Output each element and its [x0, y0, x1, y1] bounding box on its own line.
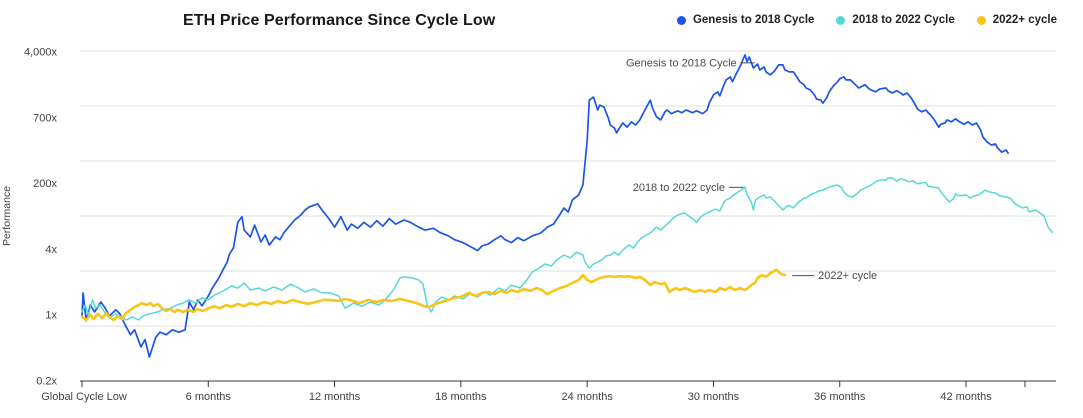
annotation-label: 2018 to 2022 cycle — [633, 182, 725, 194]
series-line-2[interactable] — [80, 268, 787, 322]
gridlines — [80, 50, 1056, 327]
x-tick-label: 12 months — [309, 391, 361, 403]
legend-label: Genesis to 2018 Cycle — [692, 14, 815, 26]
x-axis-labels: Global Cycle Low 6 months 12 months 18 mont… — [41, 391, 992, 403]
legend-label: 2018 to 2022 Cycle — [852, 14, 955, 26]
annotations: Genesis to 2018 Cycle 2018 to 2022 cycle 2… — [626, 57, 877, 282]
series-line-0[interactable] — [81, 54, 1009, 358]
x-tick-label: 18 months — [435, 391, 487, 403]
y-tick-label: 4,000x — [24, 47, 58, 59]
y-axis-labels: 4,000x 700x 200x 4x 1x 0.2x — [24, 47, 58, 388]
annotation-label: Genesis to 2018 Cycle — [626, 57, 737, 69]
x-tick-label: 30 months — [688, 391, 740, 403]
y-tick-label: 1x — [45, 310, 57, 322]
legend-item-2018-2022[interactable]: 2018 to 2022 Cycle — [836, 14, 955, 26]
chart-title: ETH Price Performance Since Cycle Low — [183, 12, 496, 29]
x-tick-label: 6 months — [186, 391, 232, 403]
y-tick-label: 0.2x — [36, 376, 57, 388]
legend-item-genesis-2018[interactable]: Genesis to 2018 Cycle — [676, 14, 815, 26]
y-axis-title: Performance — [1, 186, 13, 246]
legend: Genesis to 2018 Cycle 2018 to 2022 Cycle… — [676, 14, 1057, 26]
annotation-label: 2022+ cycle — [818, 270, 877, 282]
y-tick-label: 700x — [33, 112, 57, 124]
x-tick-label: 42 months — [940, 391, 992, 403]
x-tick-label: 36 months — [814, 391, 866, 403]
x-tick-label: 24 months — [561, 391, 613, 403]
series-line-1[interactable] — [81, 177, 1054, 321]
x-axis — [80, 380, 1056, 387]
y-tick-label: 200x — [33, 178, 57, 190]
legend-item-2022-plus[interactable]: 2022+ cycle — [976, 14, 1057, 26]
x-tick-label: Global Cycle Low — [41, 391, 127, 403]
y-tick-label: 4x — [45, 244, 57, 256]
legend-dot-2022-plus-icon — [976, 15, 986, 25]
legend-label: 2022+ cycle — [992, 14, 1057, 26]
legend-dot-2018-2022-icon — [836, 15, 846, 25]
legend-dot-genesis-2018-icon — [676, 15, 686, 25]
